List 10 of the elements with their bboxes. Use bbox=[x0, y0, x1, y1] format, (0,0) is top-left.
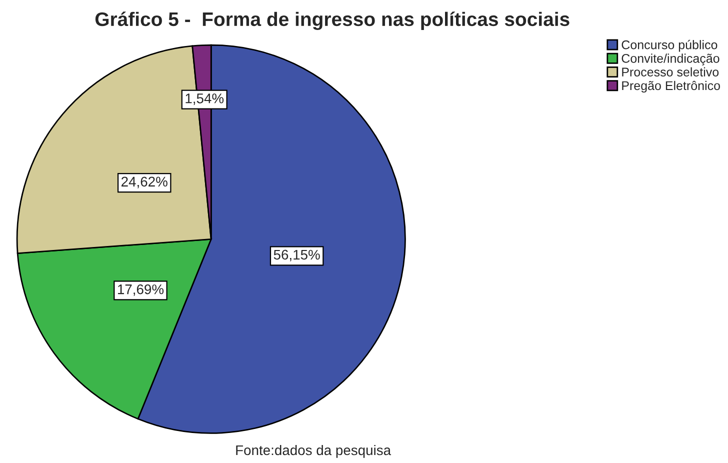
data-label: 56,15% bbox=[274, 250, 320, 262]
source-note: Fonte:dados da pesquisa bbox=[236, 444, 392, 458]
legend-label: Processo seletivo bbox=[622, 67, 719, 76]
legend-label: Pregão Eletrônico bbox=[622, 80, 720, 93]
data-label: 24,62% bbox=[122, 176, 168, 188]
legend-label: Concurso público bbox=[622, 40, 718, 52]
legend-label: Convite/indicação bbox=[622, 54, 720, 66]
chart-title: Gráfico 5 - Forma de ingresso nas políticas sociais bbox=[95, 12, 570, 30]
data-label: 17,69% bbox=[118, 284, 164, 296]
data-label: 1,54% bbox=[186, 94, 224, 105]
